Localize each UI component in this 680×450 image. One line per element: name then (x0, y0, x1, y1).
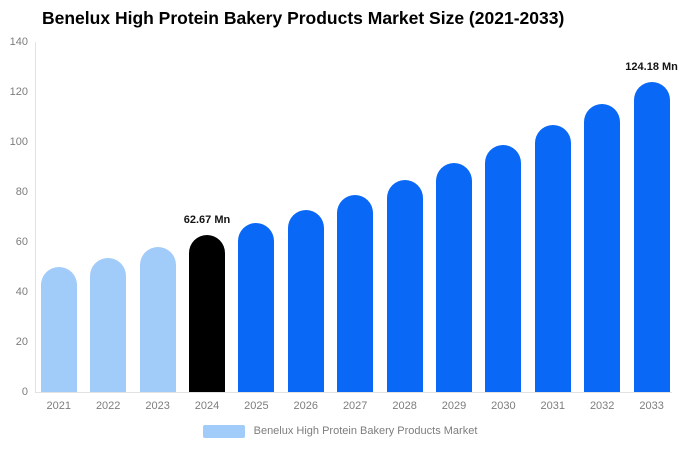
x-axis-label: 2030 (491, 400, 516, 412)
bar-2022[interactable] (90, 257, 127, 392)
x-axis-label: 2026 (293, 400, 319, 412)
y-axis-label: 80 (15, 186, 28, 198)
y-axis-label: 120 (9, 86, 28, 98)
y-axis-label: 100 (9, 136, 28, 148)
y-axis-label: 20 (15, 336, 28, 348)
x-axis-label: 2025 (244, 400, 269, 412)
bar-2027[interactable] (337, 195, 374, 392)
x-axis-label: 2027 (342, 400, 368, 412)
bar-2032[interactable] (584, 104, 621, 392)
x-axis-label: 2033 (639, 400, 664, 412)
y-axis-label: 0 (21, 386, 28, 398)
bar-2024[interactable] (189, 235, 225, 392)
bar-2033[interactable] (633, 81, 670, 392)
bar-2028[interactable] (386, 179, 423, 392)
bar-2031[interactable] (534, 125, 571, 392)
y-axis-label: 40 (15, 286, 28, 298)
x-axis-line (35, 392, 672, 393)
x-axis-label: 2032 (589, 400, 615, 412)
x-axis-label: 2028 (392, 400, 417, 412)
y-axis-line (35, 42, 36, 392)
bar-2029[interactable] (436, 163, 472, 392)
y-axis-label: 140 (9, 36, 28, 48)
legend-label: Benelux High Protein Bakery Products Mar… (253, 425, 478, 437)
legend-swatch (202, 425, 245, 438)
x-axis-label: 2029 (441, 400, 467, 412)
x-axis-label: 2023 (145, 400, 170, 412)
bar-2021[interactable] (40, 267, 77, 392)
x-axis-label: 2021 (46, 400, 72, 412)
x-axis-label: 2024 (194, 400, 220, 412)
bar-2030[interactable] (485, 144, 522, 392)
legend[interactable]: Benelux High Protein Bakery Products Mar… (0, 425, 680, 438)
bar-2026[interactable] (287, 209, 324, 392)
bar-value-label: 124.18 Mn (625, 60, 678, 73)
y-axis-label: 60 (15, 236, 28, 248)
chart-title: Benelux High Protein Bakery Products Mar… (42, 8, 565, 28)
bar-2025[interactable] (238, 223, 275, 392)
bar-value-label: 62.67 Mn (183, 214, 231, 227)
x-axis-label: 2031 (540, 400, 566, 412)
x-axis-label: 2022 (95, 400, 121, 412)
bar-2023[interactable] (139, 246, 176, 392)
